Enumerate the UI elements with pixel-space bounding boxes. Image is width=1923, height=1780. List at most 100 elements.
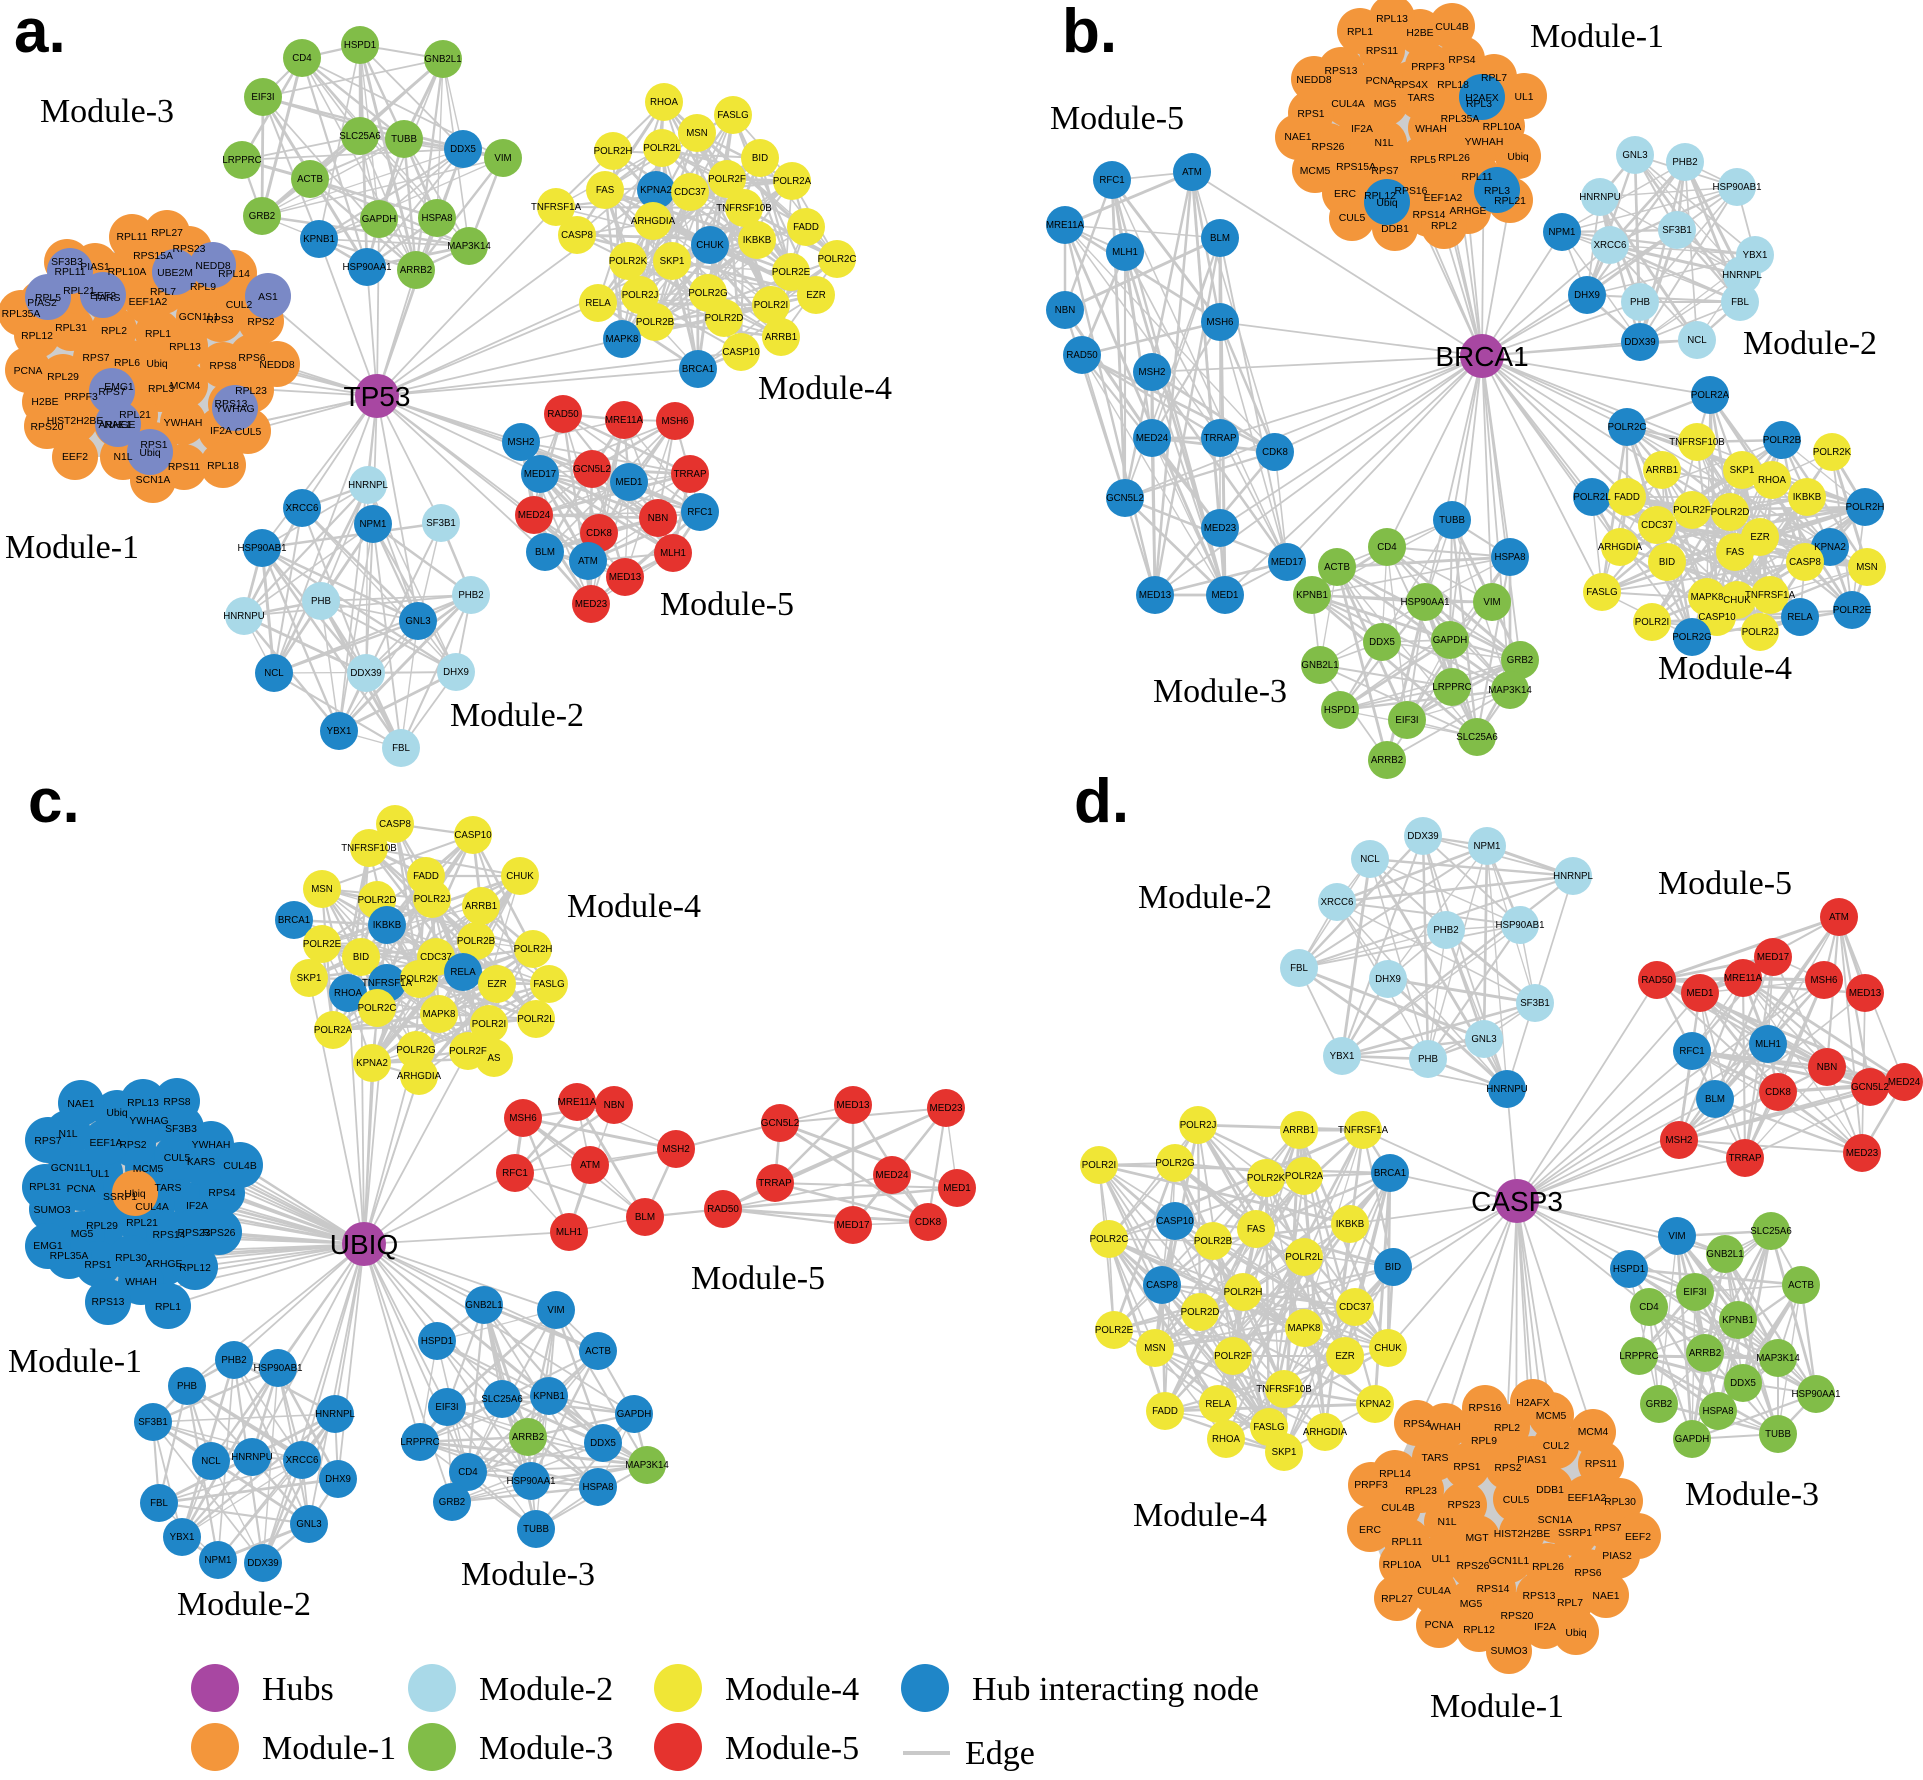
svg-text:PIAS1: PIAS1 — [80, 262, 110, 273]
svg-text:Module-2: Module-2 — [1138, 879, 1272, 916]
svg-text:POLR2A: POLR2A — [1285, 1171, 1324, 1182]
svg-text:RAD50: RAD50 — [707, 1204, 739, 1215]
svg-text:CASP10: CASP10 — [1156, 1216, 1194, 1227]
svg-text:POLR2D: POLR2D — [1181, 1307, 1220, 1318]
svg-text:Module-5: Module-5 — [725, 1730, 859, 1767]
svg-text:RPL12: RPL12 — [1364, 191, 1396, 202]
svg-text:MED24: MED24 — [1136, 433, 1169, 444]
svg-text:AS1: AS1 — [258, 292, 278, 303]
svg-text:RFC1: RFC1 — [1099, 175, 1124, 186]
svg-text:BRCA1: BRCA1 — [278, 915, 310, 926]
svg-text:CHUK: CHUK — [1374, 1343, 1402, 1354]
svg-text:MG5: MG5 — [1374, 99, 1397, 110]
svg-text:BID: BID — [1385, 1262, 1401, 1273]
svg-text:PRPF3: PRPF3 — [64, 392, 98, 403]
svg-text:RPS15A: RPS15A — [133, 251, 173, 262]
svg-text:MSH6: MSH6 — [1207, 317, 1234, 328]
svg-text:MAP3K14: MAP3K14 — [447, 241, 491, 252]
svg-text:MLH1: MLH1 — [660, 548, 686, 559]
svg-text:MLH1: MLH1 — [1755, 1039, 1781, 1050]
svg-text:RPL29: RPL29 — [86, 1221, 118, 1232]
svg-text:RPS13: RPS13 — [1325, 66, 1358, 77]
svg-text:DDX5: DDX5 — [1369, 637, 1395, 648]
svg-text:RPL3: RPL3 — [1484, 186, 1510, 197]
svg-text:RPL26: RPL26 — [1532, 1562, 1564, 1573]
svg-text:HNRNPU: HNRNPU — [223, 611, 264, 622]
svg-text:Module-1: Module-1 — [5, 529, 139, 566]
svg-text:Ubiq: Ubiq — [1376, 198, 1398, 209]
svg-text:SF3B1: SF3B1 — [138, 1417, 168, 1428]
svg-text:N1L: N1L — [58, 1129, 77, 1140]
svg-text:CHUK: CHUK — [506, 871, 534, 882]
svg-text:MSH6: MSH6 — [509, 1113, 537, 1124]
svg-text:DDX5: DDX5 — [590, 1438, 616, 1449]
svg-text:FBL: FBL — [1290, 963, 1308, 974]
svg-text:RPS26: RPS26 — [1457, 1561, 1490, 1572]
svg-text:NEDD8: NEDD8 — [195, 261, 230, 272]
svg-text:CASP10: CASP10 — [722, 347, 760, 358]
svg-text:PCNA: PCNA — [67, 1184, 96, 1195]
svg-text:NEDD8: NEDD8 — [1296, 75, 1331, 86]
svg-text:RPS16: RPS16 — [1395, 186, 1428, 197]
svg-text:POLR2I: POLR2I — [1635, 617, 1669, 628]
svg-text:MAP3K14: MAP3K14 — [625, 1460, 669, 1471]
svg-text:YWHAH: YWHAH — [164, 418, 203, 429]
svg-text:RPS6: RPS6 — [1574, 1568, 1601, 1579]
svg-text:NAE1: NAE1 — [104, 420, 131, 431]
svg-text:Module-3: Module-3 — [40, 93, 174, 130]
svg-text:YWHAH: YWHAH — [1465, 137, 1504, 148]
svg-text:RPL12: RPL12 — [179, 1263, 211, 1274]
svg-text:MAP3K14: MAP3K14 — [1488, 685, 1532, 696]
svg-text:MRE11A: MRE11A — [605, 415, 644, 426]
svg-text:SUMO3: SUMO3 — [34, 1205, 71, 1216]
svg-text:EEF1A2: EEF1A2 — [1568, 1493, 1607, 1504]
svg-text:POLR2K: POLR2K — [1247, 1173, 1286, 1184]
svg-text:YBX1: YBX1 — [1743, 250, 1768, 261]
svg-text:Module-4: Module-4 — [567, 888, 701, 925]
svg-text:RPL30: RPL30 — [115, 1253, 147, 1264]
svg-text:Module-1: Module-1 — [262, 1730, 396, 1767]
svg-text:CUL5: CUL5 — [1339, 213, 1366, 224]
svg-text:TARS: TARS — [155, 1183, 182, 1194]
svg-text:DDX5: DDX5 — [1730, 1378, 1756, 1389]
svg-text:CD4: CD4 — [292, 53, 312, 64]
svg-text:NAE1: NAE1 — [67, 1099, 94, 1110]
svg-text:CDK8: CDK8 — [1765, 1087, 1791, 1098]
svg-text:RPS26: RPS26 — [203, 1228, 236, 1239]
svg-text:CASP10: CASP10 — [454, 830, 492, 841]
svg-text:DHX9: DHX9 — [443, 667, 469, 678]
svg-text:IF2A: IF2A — [1534, 1622, 1556, 1633]
svg-text:TARS: TARS — [1408, 93, 1435, 104]
svg-text:RPS8: RPS8 — [209, 361, 236, 372]
svg-text:POLR2L: POLR2L — [1285, 1252, 1323, 1263]
svg-text:RPL9: RPL9 — [1471, 1436, 1497, 1447]
svg-text:Module-1: Module-1 — [1530, 18, 1664, 55]
svg-text:XRCC6: XRCC6 — [1321, 897, 1354, 908]
svg-text:HSP90AB1: HSP90AB1 — [1495, 920, 1544, 931]
svg-text:PCNA: PCNA — [1366, 76, 1395, 87]
svg-text:Module-2: Module-2 — [1743, 325, 1877, 362]
svg-text:TRRAP: TRRAP — [674, 469, 707, 480]
svg-text:SSRP1: SSRP1 — [103, 1192, 137, 1203]
svg-text:POLR2B: POLR2B — [636, 317, 674, 328]
svg-text:MCM5: MCM5 — [1536, 1411, 1567, 1422]
svg-text:AS: AS — [488, 1053, 501, 1064]
svg-text:RPS3: RPS3 — [206, 315, 233, 326]
svg-text:CUL2: CUL2 — [226, 300, 253, 311]
svg-text:POLR2J: POLR2J — [1180, 1120, 1217, 1131]
svg-text:MED24: MED24 — [1888, 1077, 1921, 1088]
svg-text:RPS6: RPS6 — [238, 353, 265, 364]
svg-text:RPS1: RPS1 — [140, 440, 167, 451]
svg-text:Ubiq: Ubiq — [124, 1189, 146, 1200]
svg-text:YBX1: YBX1 — [170, 1532, 195, 1543]
svg-text:RPS8: RPS8 — [163, 1097, 190, 1108]
svg-text:POLR2E: POLR2E — [1833, 605, 1872, 616]
svg-text:ARHGE: ARHGE — [146, 1259, 183, 1270]
svg-text:TNFRSF10B: TNFRSF10B — [1669, 437, 1724, 448]
svg-text:TARS: TARS — [94, 293, 121, 304]
svg-text:EMG1: EMG1 — [33, 1241, 63, 1252]
svg-text:FBL: FBL — [1731, 297, 1749, 308]
svg-text:NBN: NBN — [1055, 305, 1075, 316]
svg-text:MED17: MED17 — [1757, 952, 1789, 963]
svg-text:Module-2: Module-2 — [177, 1586, 311, 1623]
